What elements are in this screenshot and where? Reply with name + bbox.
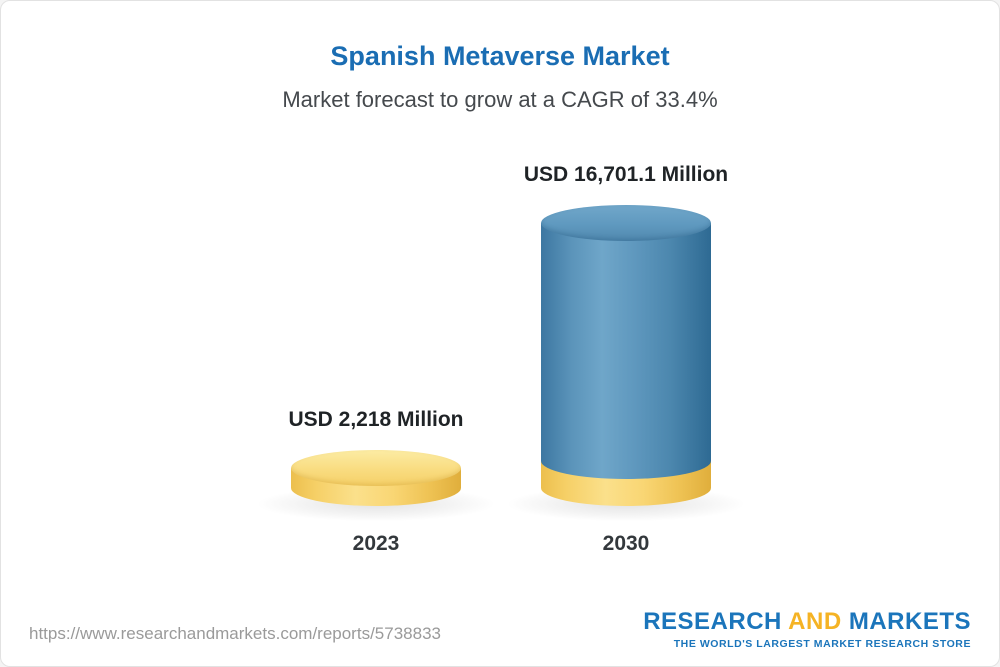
logo-word-research: RESEARCH (643, 607, 782, 635)
logo-word-markets: MARKETS (848, 607, 971, 635)
logo-word-and: AND (788, 607, 842, 635)
value-label-2030: USD 16,701.1 Million (523, 163, 729, 186)
bar-group-2030: USD 16,701.1 Million 2030 (509, 1, 743, 666)
logo-tagline: THE WORLD'S LARGEST MARKET RESEARCH STOR… (673, 638, 971, 650)
bar-group-2023: USD 2,218 Million 2023 (259, 1, 493, 666)
chart-title: Spanish Metaverse Market (330, 41, 670, 71)
bar-cylinder-2030 (541, 223, 711, 479)
category-label-2030: 2030 (602, 532, 650, 555)
bar-cylinder-top-2030 (541, 205, 711, 241)
bar-cylinder-top-2023 (291, 450, 461, 487)
chart-subtitle: Market forecast to grow at a CAGR of 33.… (282, 87, 718, 112)
report-url: https://www.researchandmarkets.com/repor… (29, 624, 441, 643)
logo-wordmark: RESEARCH AND MARKETS (643, 607, 971, 635)
category-label-2023: 2023 (352, 532, 400, 555)
value-label-2023: USD 2,218 Million (288, 408, 464, 432)
research-and-markets-logo: RESEARCH AND MARKETS THE WORLD'S LARGEST… (643, 607, 971, 650)
